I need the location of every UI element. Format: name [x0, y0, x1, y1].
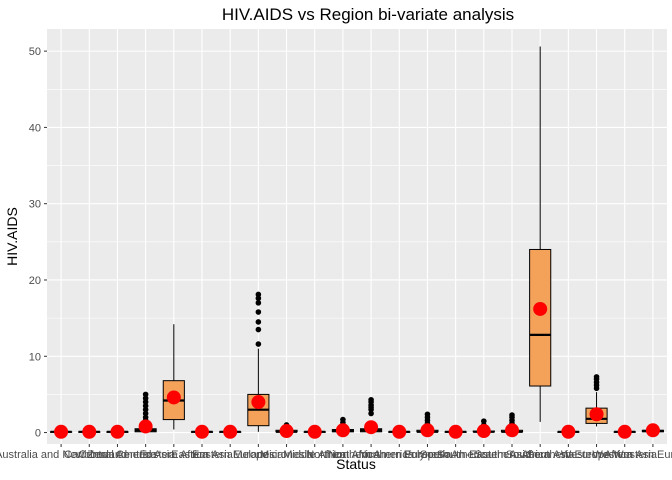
x-tick-label: Western Europe	[613, 449, 672, 461]
x-tick-label: Melanesia	[233, 449, 284, 461]
x-tick-label: Eastern Africa	[140, 449, 209, 461]
box-group	[50, 424, 73, 439]
outlier-point	[255, 309, 262, 315]
mean-point	[476, 424, 491, 439]
mean-point	[54, 424, 69, 439]
y-tick-label: 50	[29, 46, 41, 58]
mean-point	[561, 424, 576, 439]
outlier-point	[368, 396, 374, 403]
y-tick-label: 20	[29, 275, 41, 287]
outlier-point	[142, 391, 149, 398]
x-tick-label: Micronesia	[260, 449, 314, 461]
box-group	[416, 411, 439, 438]
outlier-point	[509, 412, 515, 418]
x-tick-label: Northern Africa	[306, 449, 380, 461]
box-group	[613, 424, 636, 439]
x-axis-title: Status	[336, 456, 376, 472]
box-body	[529, 248, 552, 387]
x-tick-label: Eastern Europe	[192, 449, 268, 461]
box-group	[247, 291, 270, 432]
mean-point	[279, 424, 294, 439]
x-tick-label: Central America	[78, 449, 157, 461]
mean-point	[589, 407, 604, 422]
outlier-point	[255, 319, 262, 325]
box-group	[360, 396, 383, 435]
x-tick-label: Northern Europe	[359, 449, 440, 461]
box-group	[162, 324, 185, 430]
mean-point	[335, 423, 350, 438]
mean-point	[251, 395, 266, 410]
y-tick-label: 0	[35, 428, 41, 440]
y-axis-title: HIV.AIDS	[4, 207, 20, 266]
box-group	[444, 424, 467, 439]
mean-point	[110, 424, 125, 439]
mean-point	[505, 423, 519, 438]
box-group	[275, 422, 298, 439]
mean-point	[617, 424, 632, 439]
box-group	[219, 424, 242, 439]
x-tick-label: Southern Africa	[474, 449, 550, 461]
box-group	[78, 424, 101, 439]
x-tick-label: Middle Africa	[283, 449, 347, 461]
outlier-point	[481, 418, 487, 424]
axis-layer: 0 10 20 30 40 50 Australia and New ZealandCari…	[0, 46, 672, 461]
outlier-point	[255, 291, 262, 298]
x-tick-label: Northern America	[328, 449, 414, 461]
x-tick-label: Polynesia	[404, 449, 453, 461]
mean-point	[307, 424, 322, 439]
x-tick-label: Southern Europe	[527, 449, 610, 461]
mean-point	[533, 301, 548, 316]
box-group	[529, 46, 552, 422]
mean-point	[420, 423, 435, 438]
box-group	[303, 424, 326, 439]
box-group	[500, 412, 524, 438]
x-tick-label: Eastern Asia	[171, 449, 234, 461]
mean-point	[138, 419, 153, 434]
x-tick-label: Australia and New Zealand	[0, 449, 127, 461]
x-tick-label: Central Asia	[116, 449, 176, 461]
y-tick-label: 10	[29, 351, 41, 363]
box-group	[388, 424, 411, 439]
box-group	[557, 424, 580, 439]
box-group	[134, 391, 157, 434]
box-group	[190, 424, 214, 439]
y-tick-label: 40	[29, 122, 41, 134]
box-group	[585, 374, 608, 427]
outlier-point	[593, 374, 600, 380]
box-group	[106, 424, 129, 439]
x-tick-label: Southern Asia	[506, 449, 575, 461]
plot-panel	[47, 29, 667, 444]
x-tick-label: South America	[420, 449, 492, 461]
outlier-point	[340, 416, 346, 423]
grid-layer	[47, 29, 667, 444]
mean-point	[166, 390, 181, 405]
mean-point	[364, 420, 379, 435]
outlier-point	[255, 300, 262, 306]
outlier-point	[424, 411, 431, 418]
chart-title: HIV.AIDS vs Region bi-variate analysis	[222, 5, 514, 24]
x-tick-label: South-Eastern Asia	[437, 449, 532, 461]
x-tick-label: Caribbean	[64, 449, 115, 461]
outlier-point	[255, 326, 262, 333]
mean-point	[392, 424, 407, 439]
box-group	[331, 416, 354, 438]
mean-point	[82, 424, 97, 439]
box-layer	[50, 46, 664, 439]
mean-point	[645, 423, 660, 438]
box-group	[472, 418, 495, 439]
box-group	[641, 423, 664, 438]
outlier-point	[255, 341, 262, 347]
mean-point	[223, 424, 238, 439]
x-tick-label: Western Asia	[592, 449, 657, 461]
x-tick-label: Western Africa	[561, 449, 633, 461]
y-tick-label: 30	[29, 199, 41, 211]
mean-point	[448, 424, 463, 439]
mean-point	[195, 424, 209, 439]
